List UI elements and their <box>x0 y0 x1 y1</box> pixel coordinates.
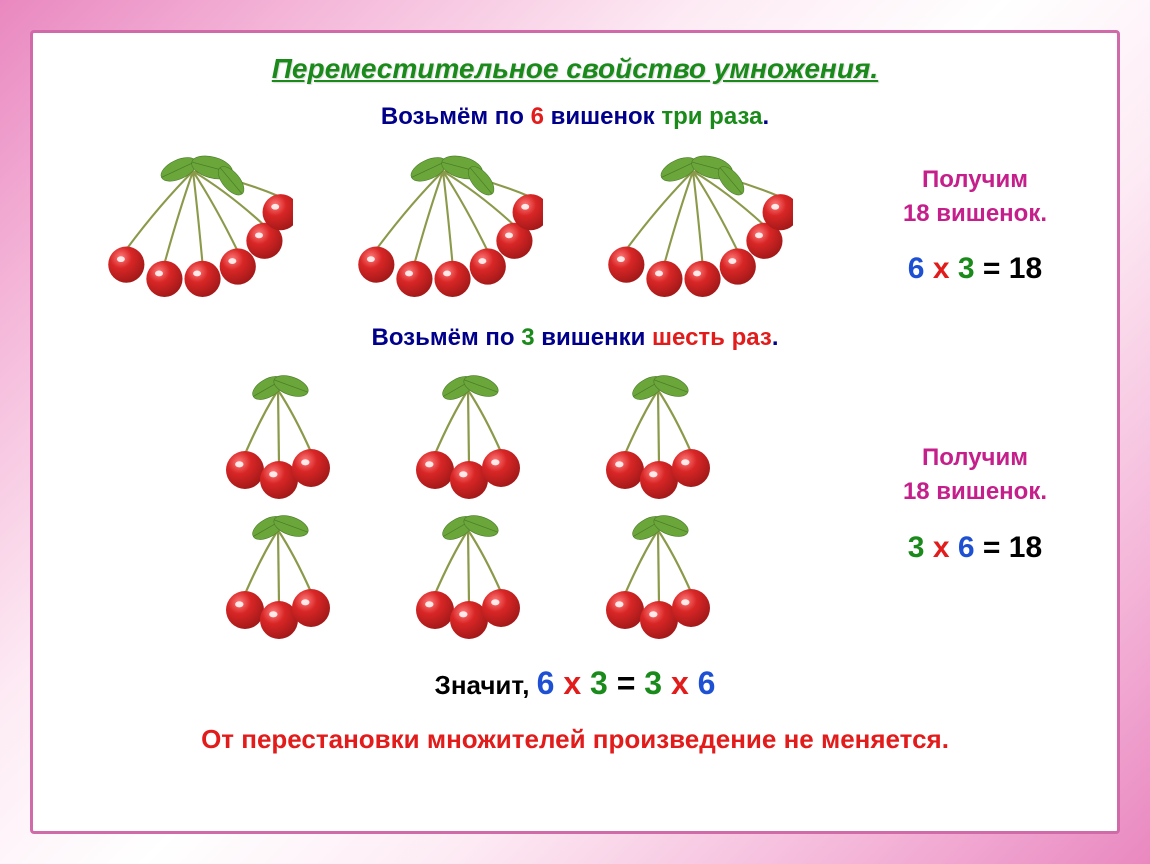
concl-c: 3 <box>644 665 662 701</box>
eq2-r: 18 <box>1009 531 1042 564</box>
cherry-bunch-3-icon <box>593 510 723 640</box>
slide-title: Переместительное свойство умножения. <box>63 53 1087 85</box>
cherry-bunch-3-icon <box>213 370 343 500</box>
eq1-x: х <box>933 252 950 285</box>
cherry-bunch-6-icon <box>593 149 793 304</box>
result1-label: Получим <box>903 163 1047 197</box>
line1-pre: Возьмём по <box>381 103 531 130</box>
concl-x2: х <box>671 665 689 701</box>
slide-frame: Переместительное свойство умножения. Воз… <box>30 30 1120 834</box>
concl-d: 6 <box>698 665 716 701</box>
final-rule: От перестановки множителей произведение … <box>63 724 1087 755</box>
group-1-row: Получим 18 вишенок. 6 х 3 = 18 <box>63 149 1087 304</box>
group-2-row: Получим 18 вишенок. 3 х 6 = 18 <box>63 370 1087 640</box>
cherry-row <box>213 370 723 500</box>
eq2-x: х <box>933 531 950 564</box>
equation-1: 6 х 3 = 18 <box>903 248 1047 290</box>
cherry-bunch-3-icon <box>403 370 533 500</box>
eq1-r: 18 <box>1009 252 1042 285</box>
line2-mid: вишенки <box>535 324 652 351</box>
conclusion: Значит, 6 х 3 = 3 х 6 <box>63 665 1087 702</box>
cherry-bunch-3-icon <box>403 510 533 640</box>
cherry-bunch-6-icon <box>93 149 293 304</box>
line2-times: шесть раз <box>652 324 772 351</box>
concl-x1: х <box>563 665 581 701</box>
line1-mid: вишенок <box>544 103 661 130</box>
line2-n: 3 <box>521 324 534 351</box>
line-2: Возьмём по 3 вишенки шесть раз. <box>63 324 1087 352</box>
cherry-bunches-6x3 <box>93 149 793 304</box>
equation-2: 3 х 6 = 18 <box>903 527 1047 569</box>
group-1-result: Получим 18 вишенок. 6 х 3 = 18 <box>903 163 1047 290</box>
concl-pre: Значит, <box>435 670 537 700</box>
eq1-b: 3 <box>958 252 975 285</box>
result1-value: 18 вишенок. <box>903 197 1047 231</box>
line1-n: 6 <box>531 103 544 130</box>
line1-post: . <box>762 103 769 130</box>
cherry-row <box>213 510 723 640</box>
concl-eq: = <box>617 665 636 701</box>
line2-pre: Возьмём по <box>371 324 521 351</box>
eq2-b: 6 <box>958 531 975 564</box>
eq2-a: 3 <box>908 531 925 564</box>
line1-times: три раза <box>661 103 762 130</box>
group-2-result: Получим 18 вишенок. 3 х 6 = 18 <box>903 441 1047 568</box>
line2-post: . <box>772 324 779 351</box>
cherry-bunch-3-icon <box>593 370 723 500</box>
cherry-bunches-3x6 <box>213 370 723 640</box>
concl-b: 3 <box>590 665 608 701</box>
result2-value: 18 вишенок. <box>903 475 1047 509</box>
cherry-bunch-3-icon <box>213 510 343 640</box>
eq1-a: 6 <box>908 252 925 285</box>
line-1: Возьмём по 6 вишенок три раза. <box>63 103 1087 131</box>
result2-label: Получим <box>903 441 1047 475</box>
eq2-eq: = <box>983 531 1001 564</box>
eq1-eq: = <box>983 252 1001 285</box>
cherry-bunch-6-icon <box>343 149 543 304</box>
concl-a: 6 <box>537 665 555 701</box>
